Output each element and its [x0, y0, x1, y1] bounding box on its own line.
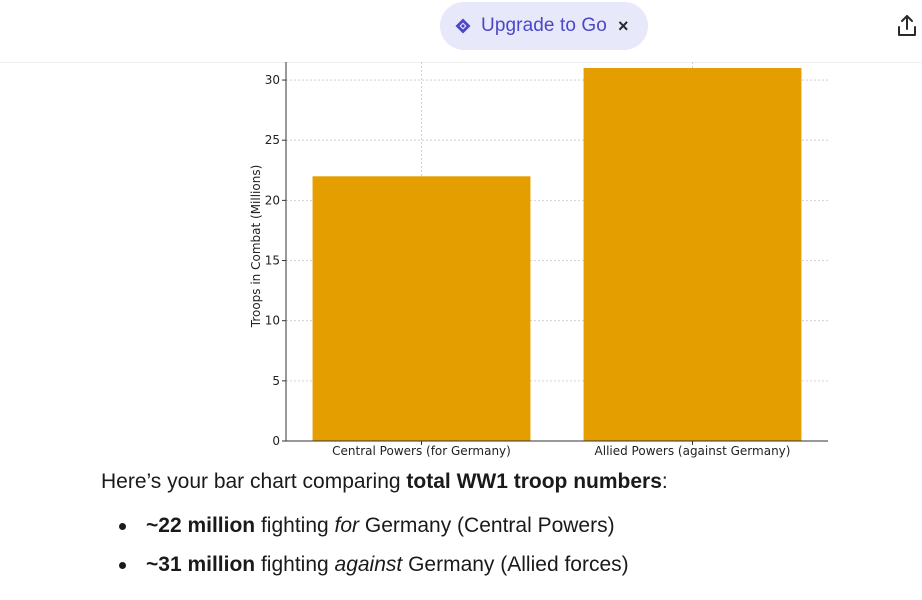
intro-text: Here’s your bar chart comparing total WW… [101, 466, 668, 498]
bullet-pre: fighting [255, 553, 335, 576]
top-bar: Upgrade to Go × [0, 0, 922, 63]
y-tick-label: 30 [265, 73, 280, 87]
bullet-bold: ~22 million [146, 514, 256, 537]
chart-bars [312, 68, 802, 442]
bullet-italic: for [334, 514, 360, 537]
chart-axes: 0 5 10 15 20 25 30 Central Powers (for Germany)… [265, 62, 828, 458]
intro-prefix: Here’s your bar chart comparing [101, 470, 407, 493]
bullet-bold: ~31 million [146, 553, 256, 576]
bar [312, 176, 531, 442]
bullet-post: Germany (Central Powers) [359, 514, 615, 537]
intro-suffix: : [661, 470, 668, 493]
close-icon[interactable]: × [617, 16, 629, 36]
list-item: ~22 million fighting for Germany (Centra… [101, 508, 629, 547]
intro-bold: total WW1 troop numbers [406, 470, 662, 493]
y-tick-label: 5 [272, 374, 280, 388]
bullet-italic: against [334, 553, 403, 576]
y-tick-label: 10 [265, 314, 280, 328]
upgrade-label: Upgrade to Go [481, 15, 607, 36]
upgrade-button[interactable]: Upgrade to Go × [440, 2, 648, 50]
y-tick-label: 25 [265, 133, 280, 147]
bullet-pre: fighting [255, 514, 335, 537]
bullet-dot [119, 562, 126, 569]
list-item: ~31 million fighting against Germany (Al… [101, 547, 629, 586]
bullet-list: ~22 million fighting for Germany (Centra… [101, 508, 629, 586]
bullet-post: Germany (Allied forces) [402, 553, 629, 576]
bullet-dot [119, 523, 126, 530]
chart-canvas: 0 5 10 15 20 25 30 Central Powers (for Germany)… [249, 62, 828, 458]
y-tick-label: 0 [272, 434, 280, 448]
y-axis-label: Troops in Combat (Millions) [249, 165, 263, 329]
share-icon[interactable] [893, 12, 921, 40]
y-tick-label: 20 [265, 193, 280, 207]
x-tick-label: Central Powers (for Germany) [332, 444, 511, 458]
x-tick-label: Allied Powers (against Germany) [595, 444, 791, 458]
bar-chart: 0 5 10 15 20 25 30 Central Powers (for Germany)… [0, 62, 922, 462]
bar [583, 68, 802, 441]
diamond-icon [455, 18, 471, 34]
y-tick-label: 15 [265, 254, 280, 268]
